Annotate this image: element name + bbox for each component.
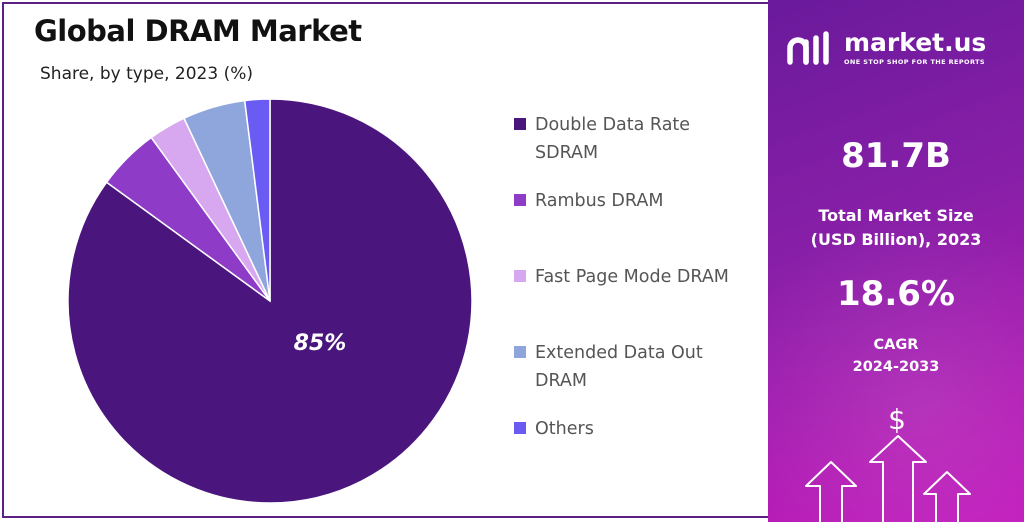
legend-swatch [514,422,526,434]
arrow-up-icon [805,435,971,522]
legend-item-extended-data-out-dram: Extended Data Out DRAM [514,339,764,395]
pie-slice-others [243,98,271,302]
chart-subtitle: Share, by type, 2023 (%) [40,64,253,84]
summary-panel: market.us ONE STOP SHOP FOR THE REPORTS … [768,0,1024,522]
growth-arrows-decoration: $ [805,403,971,522]
legend-swatch [514,270,526,282]
legend-item-ddr-sdram: Double Data Rate SDRAM [514,111,764,167]
legend-item-rambus-dram: Rambus DRAM [514,187,764,215]
legend-label: Fast Page Mode DRAM [535,267,729,287]
market-size-label: Total Market Size (USD Billion), 2023 [810,206,982,249]
legend-label: Others [535,419,594,439]
pie-chart: 85% [67,98,473,504]
brand-tagline: ONE STOP SHOP FOR THE REPORTS [844,58,985,66]
market-us-logo-icon [787,31,829,65]
legend-label: Rambus DRAM [535,191,664,211]
cagr-label: CAGR 2024-2033 [852,337,940,375]
legend-item-others: Others [514,415,764,443]
legend-swatch [514,194,526,206]
chart-title: Global DRAM Market [34,14,362,48]
legend-item-fast-page-mode-dram: Fast Page Mode DRAM [514,263,764,291]
legend-swatch [514,346,526,358]
brand-logo: market.us ONE STOP SHOP FOR THE REPORTS [786,26,1016,70]
legend-swatch [514,118,526,130]
legend-label: Double Data Rate SDRAM [535,115,691,163]
dollar-icon: $ [888,403,906,436]
pie-data-label: 85% [294,331,347,356]
legend-label: Extended Data Out DRAM [535,343,703,391]
market-size-value: 81.7B [841,136,951,176]
cagr-value: 18.6% [837,274,955,314]
brand-name: market.us [844,28,987,57]
